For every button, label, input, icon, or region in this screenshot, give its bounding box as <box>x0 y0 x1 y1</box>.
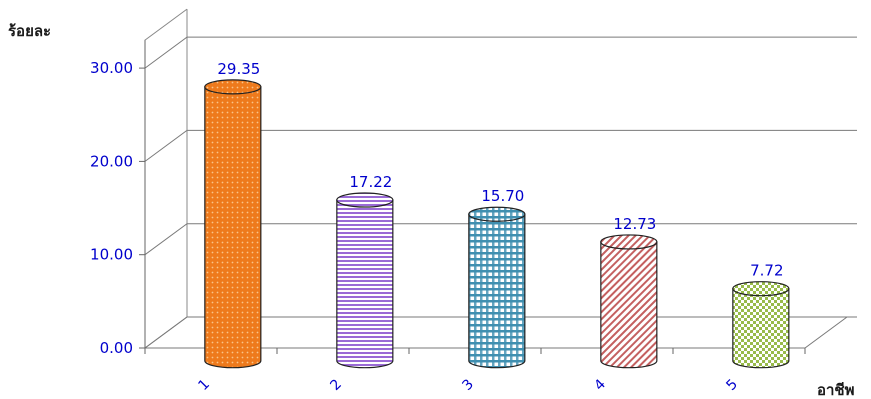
bar-body <box>600 241 658 369</box>
bar-top <box>204 79 262 95</box>
bars <box>204 79 790 369</box>
plot-walls <box>144 8 188 348</box>
bar-3 <box>468 206 526 369</box>
gridline-10 <box>144 223 857 256</box>
x-tick-label: 5 <box>723 376 741 394</box>
bar-body <box>468 213 526 369</box>
bar-2 <box>336 192 394 369</box>
x-tick-label: 4 <box>591 376 609 394</box>
bar-top <box>468 206 526 222</box>
bar-top <box>600 234 658 250</box>
bar-body <box>732 288 790 369</box>
data-label: 15.70 <box>481 187 524 205</box>
x-tick-label: 3 <box>459 376 477 394</box>
axes <box>139 40 849 354</box>
bar-1 <box>204 79 262 369</box>
bar-4 <box>600 234 658 369</box>
y-tick-labels: 0.00 10.00 20.00 30.00 <box>90 59 133 357</box>
x-tick-label: 1 <box>195 376 213 394</box>
y-tick-label: 20.00 <box>90 152 133 170</box>
x-tick-labels: 1 2 3 4 5 <box>195 376 741 394</box>
x-axis-title: อาชีพ <box>817 381 855 399</box>
data-label: 7.72 <box>750 262 783 280</box>
bar-body <box>204 86 262 369</box>
y-tick-label: 30.00 <box>90 59 133 77</box>
data-label: 29.35 <box>217 60 260 78</box>
side-wall-edge <box>144 8 188 348</box>
y-axis-title: ร้อยละ <box>8 22 51 40</box>
floor <box>143 316 849 349</box>
data-labels: 29.35 17.22 15.70 12.73 7.72 <box>217 60 783 280</box>
bar-body <box>336 199 394 369</box>
bar-top <box>732 281 790 297</box>
data-label: 12.73 <box>613 215 656 233</box>
bar-top <box>336 192 394 208</box>
data-label: 17.22 <box>349 173 392 191</box>
y-tick-label: 10.00 <box>90 246 133 264</box>
bar-5 <box>732 281 790 369</box>
x-tick-label: 2 <box>327 376 345 394</box>
gridline-30 <box>144 36 857 69</box>
gridline-20 <box>144 129 857 162</box>
y-tick-label: 0.00 <box>100 339 133 357</box>
